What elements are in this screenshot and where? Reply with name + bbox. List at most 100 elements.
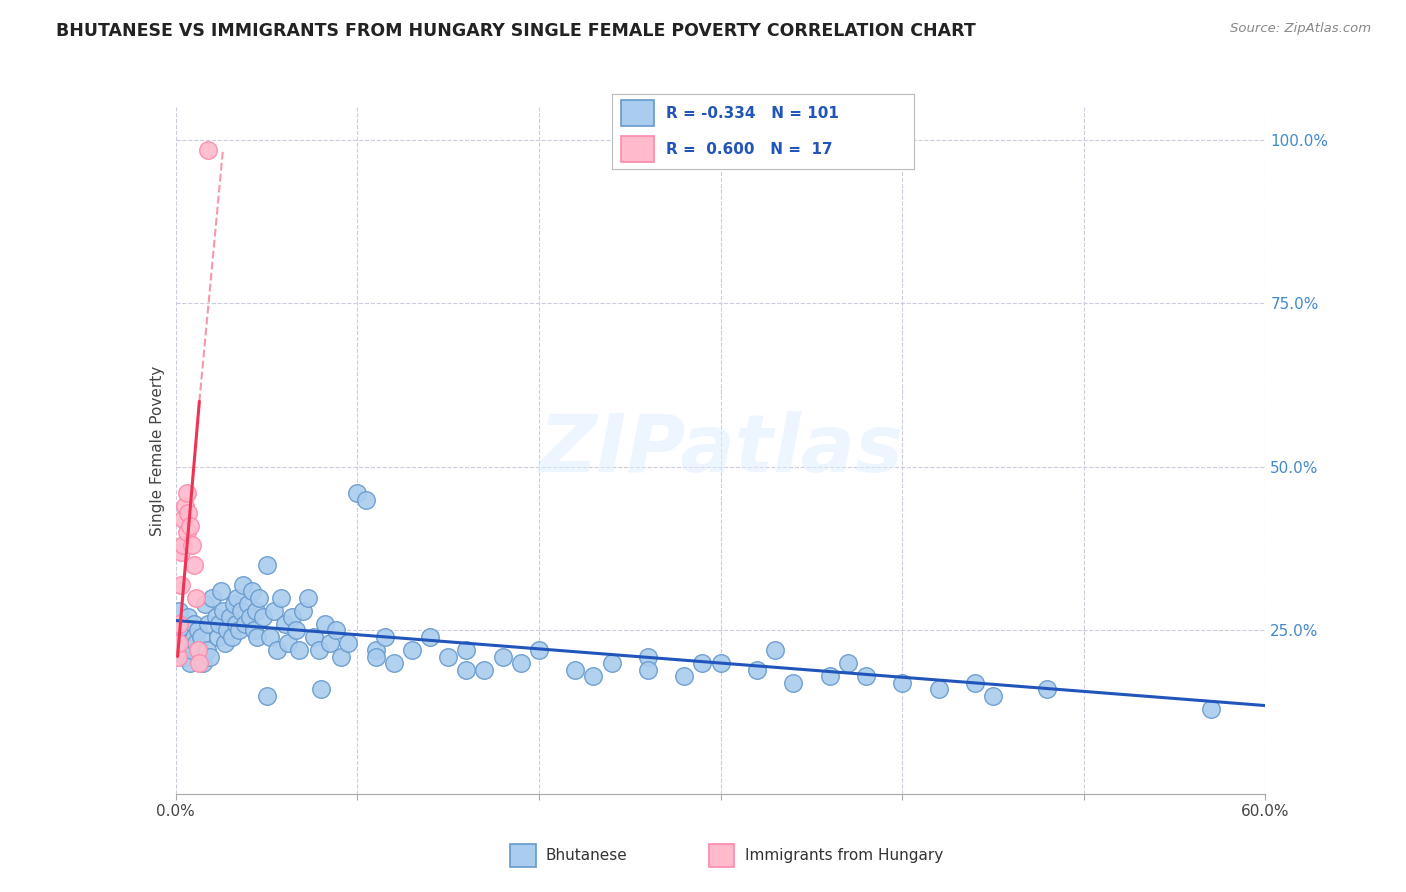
Point [527, 643, 550, 657]
Point [186, 643, 209, 657]
Point [222, 597, 245, 611]
Point [240, 584, 263, 599]
Point [364, 649, 387, 664]
Point [169, 616, 191, 631]
Point [231, 604, 253, 618]
Point [188, 643, 211, 657]
Point [314, 616, 336, 631]
Point [233, 616, 256, 631]
Point [745, 663, 768, 677]
Point [176, 525, 198, 540]
Point [179, 656, 201, 670]
Point [309, 682, 332, 697]
Point [266, 643, 288, 657]
Point [325, 624, 347, 638]
Y-axis label: Single Female Poverty: Single Female Poverty [149, 366, 165, 535]
Point [437, 649, 460, 664]
Text: Source: ZipAtlas.com: Source: ZipAtlas.com [1230, 22, 1371, 36]
Point [891, 675, 914, 690]
Point [173, 649, 195, 664]
Point [356, 492, 378, 507]
Text: R = -0.334   N = 101: R = -0.334 N = 101 [666, 106, 839, 121]
Point [226, 591, 249, 605]
Point [818, 669, 841, 683]
Point [247, 591, 270, 605]
Point [238, 597, 260, 611]
Point [188, 656, 211, 670]
Point [176, 636, 198, 650]
Point [284, 624, 307, 638]
Point [183, 558, 205, 572]
Text: Immigrants from Hungary: Immigrants from Hungary [745, 848, 943, 863]
Point [191, 656, 214, 670]
Point [183, 616, 205, 631]
Point [710, 656, 733, 670]
Point [177, 506, 200, 520]
Point [243, 624, 266, 638]
Point [186, 624, 209, 638]
Point [637, 649, 659, 664]
Point [382, 656, 405, 670]
Point [837, 656, 859, 670]
Point [256, 689, 278, 703]
Point [190, 630, 212, 644]
FancyBboxPatch shape [709, 844, 734, 867]
Point [1036, 682, 1059, 697]
Point [763, 643, 786, 657]
Point [855, 669, 877, 683]
Point [225, 616, 247, 631]
Point [219, 610, 242, 624]
Point [172, 512, 194, 526]
FancyBboxPatch shape [510, 844, 536, 867]
Point [419, 630, 441, 644]
Text: Bhutanese: Bhutanese [546, 848, 627, 863]
Point [169, 636, 191, 650]
Point [274, 616, 297, 631]
Point [173, 630, 195, 644]
Point [169, 604, 191, 618]
Point [246, 630, 269, 644]
Point [291, 604, 314, 618]
Point [215, 624, 238, 638]
Point [256, 558, 278, 572]
Point [582, 669, 605, 683]
Point [173, 499, 195, 513]
Point [209, 584, 232, 599]
Point [176, 486, 198, 500]
Point [197, 616, 219, 631]
Point [509, 656, 531, 670]
Point [346, 486, 368, 500]
Point [600, 656, 623, 670]
Point [204, 610, 226, 624]
FancyBboxPatch shape [620, 136, 654, 161]
Point [281, 610, 304, 624]
Point [492, 649, 515, 664]
Point [221, 630, 243, 644]
Point [184, 591, 207, 605]
Point [183, 630, 205, 644]
Point [184, 636, 207, 650]
Point [270, 591, 292, 605]
Point [302, 630, 325, 644]
Point [245, 604, 267, 618]
FancyBboxPatch shape [620, 101, 654, 127]
Point [1199, 702, 1222, 716]
Point [214, 636, 236, 650]
Point [201, 591, 224, 605]
Point [172, 643, 194, 657]
Point [252, 610, 274, 624]
Point [259, 630, 281, 644]
Point [297, 591, 319, 605]
Text: BHUTANESE VS IMMIGRANTS FROM HUNGARY SINGLE FEMALE POVERTY CORRELATION CHART: BHUTANESE VS IMMIGRANTS FROM HUNGARY SIN… [56, 22, 976, 40]
Point [928, 682, 950, 697]
Point [177, 610, 200, 624]
Point [401, 643, 423, 657]
Point [330, 649, 353, 664]
Point [288, 643, 311, 657]
Point [170, 545, 193, 559]
Point [200, 649, 222, 664]
Point [981, 689, 1004, 703]
Point [782, 675, 804, 690]
Point [637, 663, 659, 677]
Point [179, 518, 201, 533]
